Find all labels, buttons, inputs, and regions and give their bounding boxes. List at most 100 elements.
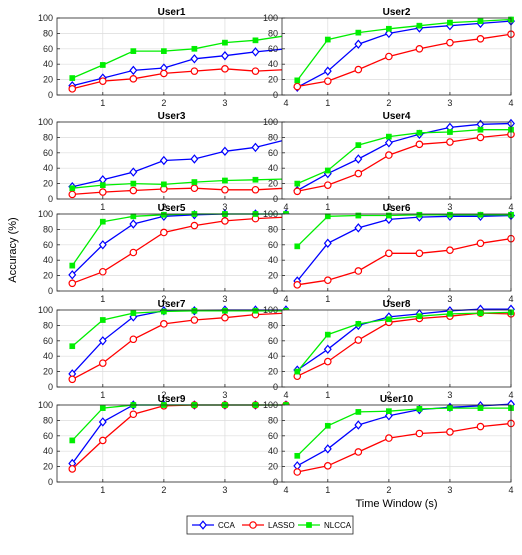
y-tick-label: 0 [273,382,278,392]
x-tick-label: 1 [100,202,105,212]
y-tick-label: 20 [268,367,278,377]
data-point-nlcca [294,77,301,84]
data-point-lasso [385,249,393,258]
y-tick-label: 0 [48,286,53,296]
y-tick-label: 100 [38,209,53,219]
data-point-lasso [160,320,168,328]
series-line-lasso [297,133,512,192]
y-tick-label: 80 [268,320,278,330]
data-point-lasso [323,462,332,470]
series-line-cca [296,214,512,282]
subplot-9: 0 20 40 60 80 100 1 2 3 4 User9 [38,394,290,495]
series-line-cca [72,139,287,188]
data-point-lasso [129,186,138,195]
series-line-nlcca [72,178,287,189]
data-point-lasso [415,140,424,149]
data-point-lasso [99,436,107,445]
y-tick-label: 60 [43,336,53,346]
y-tick-label: 0 [273,286,278,296]
data-point-lasso [354,448,363,456]
plot-frame [281,309,512,388]
y-tick-label: 40 [268,351,278,361]
series-line-lasso [72,68,287,90]
x-tick-label: 1 [325,294,330,304]
data-point-nlcca [355,409,362,415]
data-point-lasso [415,44,424,53]
x-tick-label: 3 [447,294,452,304]
y-tick-label: 40 [43,446,53,456]
x-tick-label: 2 [386,294,391,304]
y-tick-label: 100 [263,13,278,23]
legend-marker-cca [199,520,207,530]
y-tick-label: 20 [43,179,53,189]
x-tick-label: 2 [161,98,166,108]
data-point-cca [354,154,363,164]
data-point-nlcca [130,48,137,54]
y-tick-label: 80 [268,415,278,425]
plot-area [57,310,286,387]
x-tick-label: 1 [100,390,105,400]
data-point-nlcca [386,212,392,219]
data-point-lasso [323,276,332,285]
x-tick-label: 4 [283,485,288,495]
x-tick-label: 1 [100,294,105,304]
y-tick-label: 60 [268,431,278,441]
data-point-nlcca [69,437,76,444]
x-tick-label: 4 [283,294,288,304]
data-point-lasso [99,359,107,367]
y-tick-label: 20 [268,75,278,85]
data-point-lasso [293,187,302,196]
data-point-lasso [476,239,485,248]
series-line-nlcca [296,18,512,81]
x-tick-label: 3 [222,390,227,400]
series-line-nlcca [297,129,511,185]
data-point-nlcca [355,212,362,219]
x-tick-label: 4 [508,202,513,212]
x-tick-label: 1 [100,485,105,495]
y-tick-label: 80 [43,415,53,425]
x-tick-label: 1 [325,485,330,495]
data-point-nlcca [99,317,106,323]
data-point-nlcca [222,39,228,46]
data-point-cca [129,65,138,76]
data-point-lasso [476,133,485,142]
y-tick-label: 100 [38,400,53,410]
y-tick-label: 60 [43,240,53,250]
x-axis-label: Time Window (s) [355,498,437,510]
data-point-nlcca [99,218,106,225]
data-point-nlcca [416,313,423,320]
y-tick-label: 80 [268,224,278,234]
data-point-cca [220,50,229,61]
data-point-lasso [354,169,363,178]
data-point-lasso [251,67,260,75]
data-point-nlcca [294,243,301,250]
data-point-nlcca [294,452,301,459]
data-point-nlcca [447,211,453,218]
data-point-nlcca [69,343,76,350]
legend-label: LASSO [268,521,295,530]
data-point-nlcca [447,19,453,26]
data-point-nlcca [355,321,362,327]
y-tick-label: 20 [43,75,53,85]
y-tick-label: 80 [43,28,53,38]
plot-frame [281,213,512,292]
data-point-lasso [160,69,168,78]
x-tick-label: 2 [386,485,391,495]
data-point-cca [190,54,199,64]
data-point-nlcca [222,307,228,314]
legend-entry-lasso: LASSO [242,521,295,530]
series-line-lasso [297,33,512,88]
subplot-10: 0 20 40 60 80 100 1 2 3 4 User10 [263,394,515,495]
y-tick-label: 20 [268,462,278,472]
data-point-nlcca [416,129,423,136]
y-tick-label: 0 [48,194,53,204]
x-tick-label: 2 [161,294,166,304]
data-point-cca [354,420,363,430]
data-point-nlcca [324,167,331,174]
x-tick-label: 3 [447,202,452,212]
x-tick-label: 2 [386,202,391,212]
data-point-cca [323,238,332,248]
data-point-lasso [323,77,332,85]
y-tick-label: 40 [43,163,53,173]
